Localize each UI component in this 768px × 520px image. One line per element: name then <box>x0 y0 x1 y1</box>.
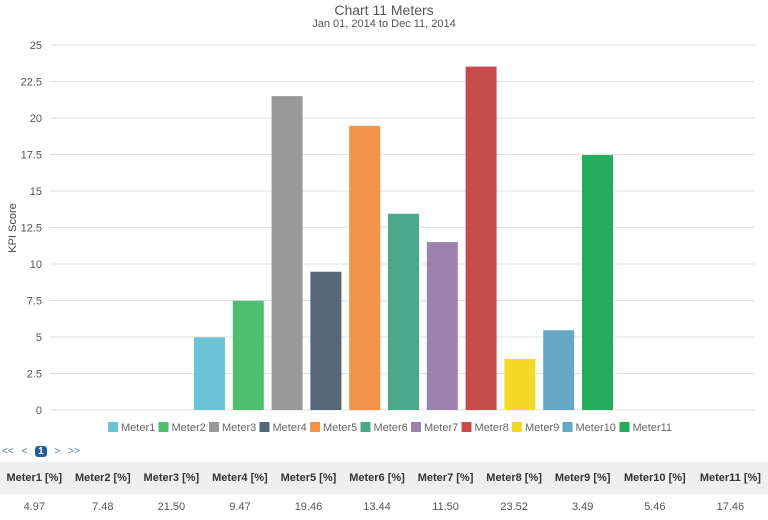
legend-item-meter5[interactable]: Meter5 <box>310 422 357 434</box>
y-tick-label: 25 <box>30 40 42 52</box>
table-cell: 17.46 <box>716 501 745 513</box>
legend-item-meter8[interactable]: Meter8 <box>461 422 509 434</box>
legend-item-meter7[interactable]: Meter7 <box>411 422 458 434</box>
legend-item-meter4[interactable]: Meter4 <box>259 422 307 434</box>
legend-item-meter10[interactable]: Meter10 <box>562 422 616 434</box>
table-cell: 19.46 <box>294 501 323 513</box>
y-tick-label: 17.5 <box>21 150 42 162</box>
legend-label: Meter7 <box>424 422 458 434</box>
legend-label: Meter10 <box>576 422 616 434</box>
column-header[interactable]: Meter6 [%] <box>342 462 412 494</box>
legend-label: Meter8 <box>475 422 509 434</box>
bar-meter11[interactable] <box>582 155 613 410</box>
y-tick-label: 12.5 <box>21 223 42 235</box>
table-cell: 9.47 <box>229 501 251 513</box>
column-header[interactable]: Meter8 [%] <box>479 462 549 494</box>
legend-swatch <box>512 422 522 432</box>
legend-item-meter2[interactable]: Meter2 <box>158 422 206 434</box>
legend-item-meter3[interactable]: Meter3 <box>209 422 256 434</box>
legend-swatch <box>562 422 573 432</box>
legend-label: Meter2 <box>172 422 206 434</box>
bar-meter4[interactable] <box>310 271 342 410</box>
chart-title: Chart 11 Meters <box>334 2 434 18</box>
bar-meter1[interactable] <box>194 337 225 410</box>
bar-meter8[interactable] <box>465 66 497 410</box>
legend-swatch <box>209 422 219 432</box>
legend-swatch <box>158 422 169 432</box>
bar-meter2[interactable] <box>232 300 264 410</box>
table-cell: 5.46 <box>644 501 666 513</box>
y-tick-label: 0 <box>36 405 42 417</box>
legend-item-meter9[interactable]: Meter9 <box>512 422 559 434</box>
y-tick-label: 20 <box>30 113 42 125</box>
legend-label: Meter6 <box>374 422 408 434</box>
column-header[interactable]: Meter5 [%] <box>274 462 343 494</box>
table-cell: 13.44 <box>363 501 391 513</box>
legend-swatch <box>411 422 421 432</box>
next-page-button[interactable]: > <box>54 446 61 457</box>
table-cell: 3.49 <box>571 501 594 513</box>
column-header[interactable]: Meter1 [%] <box>0 462 69 494</box>
legend-item-meter11[interactable]: Meter11 <box>619 422 673 434</box>
bar-meter7[interactable] <box>426 242 458 410</box>
bar-chart: 0 2.5 5 7.5 10 12.5 15 17.5 20 22.5 25 KPI Score Met… <box>7 40 755 434</box>
table-cell: 7.48 <box>92 501 114 513</box>
legend-swatch <box>360 422 371 432</box>
table-cell: 23.52 <box>500 501 528 513</box>
bar-meter5[interactable] <box>349 125 381 410</box>
legend-label: Meter5 <box>323 422 357 434</box>
bar-meter3[interactable] <box>271 96 303 410</box>
legend-swatch <box>310 422 320 432</box>
bar-meter6[interactable] <box>388 213 419 410</box>
table-cell: 4.97 <box>23 501 45 513</box>
column-header[interactable]: Meter4 [%] <box>205 462 275 494</box>
column-header[interactable]: Meter11 [%] <box>692 462 768 494</box>
legend-swatch <box>259 422 270 432</box>
y-axis-label: KPI Score <box>7 203 19 253</box>
legend-swatch <box>619 422 630 432</box>
y-tick-label: 5 <box>36 332 42 344</box>
y-tick-label: 15 <box>30 186 42 198</box>
first-page-button[interactable]: << <box>2 446 14 457</box>
legend-swatch <box>108 422 118 432</box>
chart-subtitle: Jan 01, 2014 to Dec 11, 2014 <box>312 18 456 30</box>
legend-item-meter1[interactable]: Meter1 <box>108 422 155 434</box>
last-page-button[interactable]: >> <box>68 446 80 457</box>
column-header[interactable]: Meter7 [%] <box>411 462 480 494</box>
column-header[interactable]: Meter9 [%] <box>548 462 617 494</box>
column-header[interactable]: Meter10 [%] <box>616 462 693 494</box>
table-cell: 21.50 <box>157 501 186 513</box>
legend-label: Meter4 <box>273 422 307 434</box>
legend-label: Meter9 <box>525 422 559 434</box>
legend-swatch <box>461 422 472 432</box>
legend-label: Meter3 <box>222 422 256 434</box>
legend-label: Meter11 <box>633 422 673 434</box>
current-page-button[interactable]: 1 <box>35 446 47 457</box>
table-cell: 11.50 <box>432 501 459 513</box>
table-row: 4.97 7.48 21.50 9.47 19.46 13.44 11.50 23.52 3.4… <box>0 494 768 520</box>
bar-meter9[interactable] <box>504 359 536 410</box>
prev-page-button[interactable]: < <box>21 446 28 457</box>
legend-item-meter6[interactable]: Meter6 <box>360 422 408 434</box>
bar-meter10[interactable] <box>543 330 575 410</box>
pagination: << < 1 > >> <box>2 446 85 457</box>
y-tick-label: 22.5 <box>21 77 42 89</box>
y-tick-label: 2.5 <box>27 369 42 381</box>
y-tick-label: 10 <box>30 259 42 271</box>
legend-label: Meter1 <box>121 422 155 434</box>
data-table: Meter1 [%] Meter2 [%] Meter3 [%] Meter4 [%]… <box>0 462 768 520</box>
column-header[interactable]: Meter2 [%] <box>68 462 138 494</box>
column-header[interactable]: Meter3 [%] <box>137 462 206 494</box>
y-tick-label: 7.5 <box>27 296 42 308</box>
